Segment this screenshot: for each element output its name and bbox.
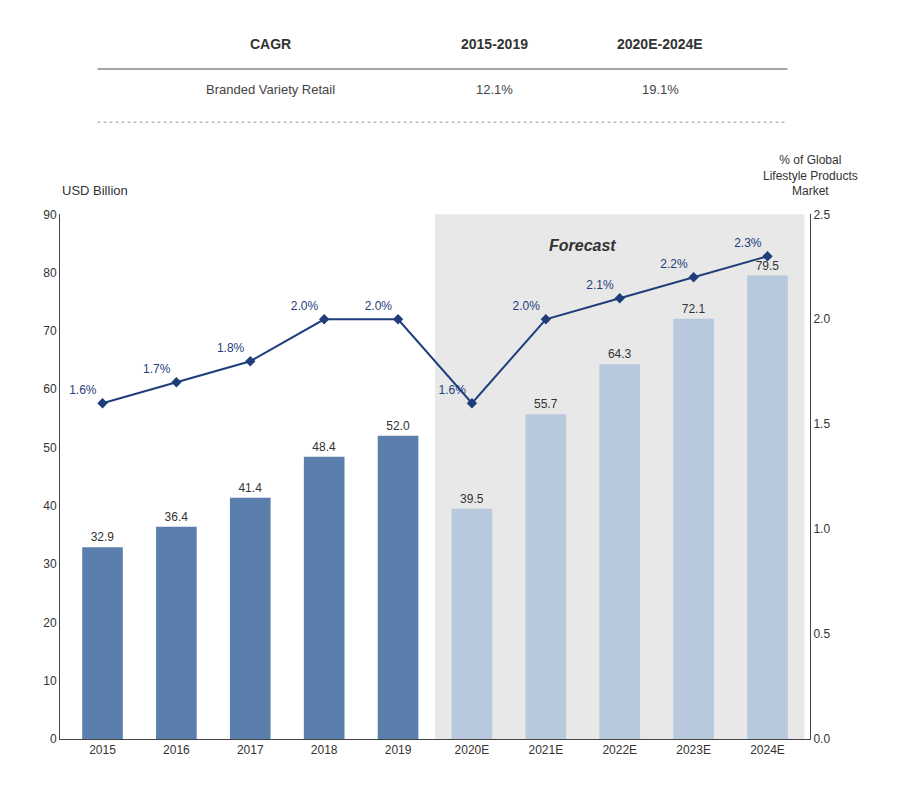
svg-text:2015-2019: 2015-2019: [461, 36, 528, 52]
svg-text:2020E-2024E: 2020E-2024E: [617, 36, 703, 52]
svg-text:2.0%: 2.0%: [291, 299, 319, 313]
svg-text:2019: 2019: [385, 743, 412, 757]
svg-text:1.5: 1.5: [813, 417, 830, 431]
svg-text:64.3: 64.3: [608, 347, 632, 361]
svg-text:2017: 2017: [237, 743, 264, 757]
svg-text:72.1: 72.1: [682, 302, 706, 316]
svg-text:10: 10: [43, 674, 57, 688]
svg-text:2022E: 2022E: [602, 743, 637, 757]
svg-text:2021E: 2021E: [528, 743, 563, 757]
svg-text:55.7: 55.7: [534, 397, 558, 411]
svg-text:20: 20: [43, 616, 57, 630]
svg-text:40: 40: [43, 499, 57, 513]
svg-text:12.1%: 12.1%: [476, 82, 513, 97]
svg-text:% of GlobalLifestyle ProductsM: % of GlobalLifestyle ProductsMarket: [763, 153, 858, 198]
svg-text:52.0: 52.0: [386, 419, 410, 433]
svg-text:1.8%: 1.8%: [217, 341, 245, 355]
svg-text:41.4: 41.4: [238, 481, 262, 495]
svg-text:0.5: 0.5: [813, 627, 830, 641]
svg-text:1.6%: 1.6%: [69, 383, 97, 397]
svg-text:Branded Variety Retail: Branded Variety Retail: [206, 82, 335, 97]
svg-text:2.0%: 2.0%: [512, 299, 540, 313]
svg-text:2.1%: 2.1%: [586, 278, 614, 292]
svg-text:60: 60: [43, 382, 57, 396]
svg-text:USD Billion: USD Billion: [62, 183, 128, 198]
svg-text:1.6%: 1.6%: [439, 383, 467, 397]
svg-text:2024E: 2024E: [750, 743, 785, 757]
svg-text:79.5: 79.5: [756, 259, 780, 273]
svg-text:2018: 2018: [311, 743, 338, 757]
svg-text:0.0: 0.0: [813, 732, 830, 746]
svg-text:2.2%: 2.2%: [660, 257, 688, 271]
svg-text:2.0%: 2.0%: [365, 299, 393, 313]
svg-text:1.0: 1.0: [813, 522, 830, 536]
svg-text:50: 50: [43, 441, 57, 455]
svg-text:0: 0: [50, 732, 57, 746]
svg-text:Forecast: Forecast: [549, 237, 616, 254]
svg-text:39.5: 39.5: [460, 492, 484, 506]
svg-text:2015: 2015: [89, 743, 116, 757]
svg-text:19.1%: 19.1%: [642, 82, 679, 97]
svg-text:32.9: 32.9: [91, 530, 115, 544]
svg-text:CAGR: CAGR: [250, 36, 291, 52]
svg-text:36.4: 36.4: [165, 510, 189, 524]
svg-text:2.0: 2.0: [813, 312, 830, 326]
svg-text:90: 90: [43, 208, 57, 222]
svg-text:1.7%: 1.7%: [143, 362, 171, 376]
svg-text:2.3%: 2.3%: [734, 236, 762, 250]
svg-text:48.4: 48.4: [312, 440, 336, 454]
svg-text:70: 70: [43, 324, 57, 338]
svg-text:2.5: 2.5: [813, 208, 830, 222]
svg-text:2020E: 2020E: [455, 743, 490, 757]
svg-text:2023E: 2023E: [676, 743, 711, 757]
svg-text:80: 80: [43, 266, 57, 280]
svg-text:2016: 2016: [163, 743, 190, 757]
svg-text:30: 30: [43, 557, 57, 571]
